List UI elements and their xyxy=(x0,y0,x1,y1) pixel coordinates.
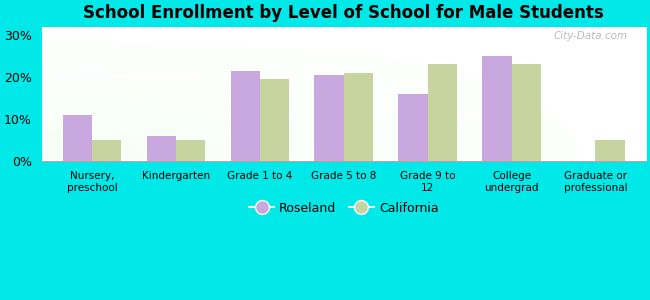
Bar xyxy=(315,75,344,161)
Bar xyxy=(428,64,457,161)
Bar xyxy=(482,56,512,161)
Bar xyxy=(595,140,625,161)
Bar xyxy=(231,71,260,161)
Legend: Roseland, California: Roseland, California xyxy=(244,196,443,220)
Bar xyxy=(92,140,122,161)
Bar xyxy=(398,94,428,161)
Bar xyxy=(176,140,205,161)
Bar xyxy=(63,115,92,161)
Bar xyxy=(512,64,541,161)
Text: City-Data.com: City-Data.com xyxy=(554,31,628,40)
Bar xyxy=(147,136,176,161)
Bar xyxy=(344,73,373,161)
Bar xyxy=(260,79,289,161)
Title: School Enrollment by Level of School for Male Students: School Enrollment by Level of School for… xyxy=(83,4,604,22)
